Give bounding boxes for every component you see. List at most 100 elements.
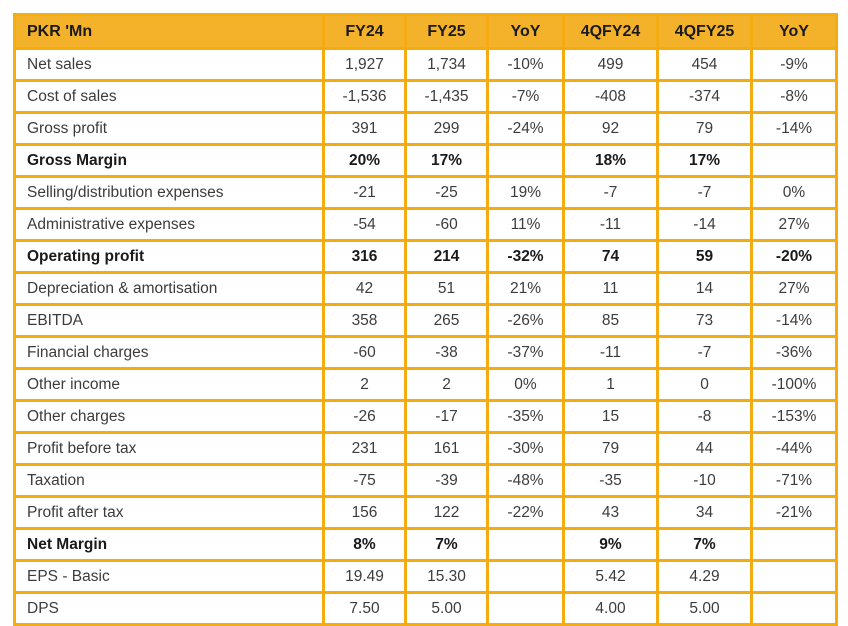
value-cell: -60 — [404, 207, 489, 242]
value-cell: -14 — [656, 207, 753, 242]
row-label: Other income — [13, 367, 325, 402]
value-cell: 214 — [404, 239, 489, 274]
value-cell: -32% — [486, 239, 565, 274]
table-row: Net sales 1,927 1,734 -10% 499 454 -9% — [13, 47, 838, 82]
value-cell: 51 — [404, 271, 489, 306]
value-cell: 0% — [486, 367, 565, 402]
row-label: Profit after tax — [13, 495, 325, 530]
row-label: Taxation — [13, 463, 325, 498]
value-cell: 4.00 — [562, 591, 659, 626]
table-row: EBITDA 358 265 -26% 85 73 -14% — [13, 303, 838, 338]
row-label: Selling/distribution expenses — [13, 175, 325, 210]
value-cell: 18% — [562, 143, 659, 178]
header-cell-4qfy25: 4QFY25 — [656, 13, 753, 50]
value-cell: -26 — [322, 399, 407, 434]
table-row: Gross profit 391 299 -24% 92 79 -14% — [13, 111, 838, 146]
value-cell: -7 — [656, 175, 753, 210]
table-row: Administrative expenses -54 -60 11% -11 -14 27… — [13, 207, 838, 242]
value-cell — [486, 527, 565, 562]
row-label: Administrative expenses — [13, 207, 325, 242]
value-cell: -153% — [750, 399, 838, 434]
row-label: EPS - Basic — [13, 559, 325, 594]
value-cell: 1,927 — [322, 47, 407, 82]
value-cell: 44 — [656, 431, 753, 466]
value-cell: 27% — [750, 207, 838, 242]
value-cell: -30% — [486, 431, 565, 466]
value-cell: -36% — [750, 335, 838, 370]
value-cell: -48% — [486, 463, 565, 498]
value-cell: -44% — [750, 431, 838, 466]
value-cell: 74 — [562, 239, 659, 274]
row-label: Net sales — [13, 47, 325, 82]
value-cell: -21 — [322, 175, 407, 210]
table-body: Net sales 1,927 1,734 -10% 499 454 -9% Cost of … — [13, 47, 838, 626]
table-row: EPS - Basic 19.49 15.30 5.42 4.29 — [13, 559, 838, 594]
header-cell-yoy: YoY — [486, 13, 565, 50]
value-cell: -1,435 — [404, 79, 489, 114]
value-cell: -14% — [750, 111, 838, 146]
value-cell: 34 — [656, 495, 753, 530]
value-cell: 499 — [562, 47, 659, 82]
value-cell: 27% — [750, 271, 838, 306]
table-row: Other income 2 2 0% 1 0 -100% — [13, 367, 838, 402]
value-cell: -7% — [486, 79, 565, 114]
value-cell: 19.49 — [322, 559, 407, 594]
value-cell: 7.50 — [322, 591, 407, 626]
row-label: Operating profit — [13, 239, 325, 274]
value-cell: -38 — [404, 335, 489, 370]
value-cell: -10 — [656, 463, 753, 498]
value-cell: 15 — [562, 399, 659, 434]
value-cell: -39 — [404, 463, 489, 498]
value-cell: -35 — [562, 463, 659, 498]
value-cell: -24% — [486, 111, 565, 146]
value-cell: -7 — [562, 175, 659, 210]
value-cell: 42 — [322, 271, 407, 306]
value-cell: -20% — [750, 239, 838, 274]
header-cell-yoy: YoY — [750, 13, 838, 50]
value-cell: -9% — [750, 47, 838, 82]
value-cell: -408 — [562, 79, 659, 114]
value-cell: 4.29 — [656, 559, 753, 594]
value-cell: -8 — [656, 399, 753, 434]
row-label: EBITDA — [13, 303, 325, 338]
value-cell — [486, 559, 565, 594]
value-cell: 358 — [322, 303, 407, 338]
table-row: Selling/distribution expenses -21 -25 19% -7… — [13, 175, 838, 210]
table-row: Cost of sales -1,536 -1,435 -7% -408 -374 -8% — [13, 79, 838, 114]
value-cell: 8% — [322, 527, 407, 562]
value-cell — [486, 143, 565, 178]
table-row: Profit before tax 231 161 -30% 79 44 -44% — [13, 431, 838, 466]
header-cell-fy24: FY24 — [322, 13, 407, 50]
value-cell: 9% — [562, 527, 659, 562]
financial-results-table: PKR 'Mn FY24 FY25 YoY 4QFY24 4QFY25 YoY Net sa… — [13, 13, 838, 626]
value-cell: -25 — [404, 175, 489, 210]
value-cell: -37% — [486, 335, 565, 370]
table-row: Other charges -26 -17 -35% 15 -8 -153% — [13, 399, 838, 434]
value-cell: -14% — [750, 303, 838, 338]
value-cell: 5.00 — [656, 591, 753, 626]
row-label: Cost of sales — [13, 79, 325, 114]
table-row: Net Margin 8% 7% 9% 7% — [13, 527, 838, 562]
table-row: Depreciation & amortisation 42 51 21% 11 14 27… — [13, 271, 838, 306]
value-cell: 299 — [404, 111, 489, 146]
value-cell: 316 — [322, 239, 407, 274]
row-label: Depreciation & amortisation — [13, 271, 325, 306]
table-row: Profit after tax 156 122 -22% 43 34 -21% — [13, 495, 838, 530]
value-cell: 2 — [322, 367, 407, 402]
value-cell — [750, 143, 838, 178]
value-cell: -8% — [750, 79, 838, 114]
value-cell: 5.00 — [404, 591, 489, 626]
row-label: Other charges — [13, 399, 325, 434]
value-cell — [750, 527, 838, 562]
value-cell: 391 — [322, 111, 407, 146]
value-cell: -1,536 — [322, 79, 407, 114]
value-cell — [750, 559, 838, 594]
value-cell: 59 — [656, 239, 753, 274]
value-cell: 14 — [656, 271, 753, 306]
row-label: Gross profit — [13, 111, 325, 146]
value-cell: 21% — [486, 271, 565, 306]
value-cell: 79 — [656, 111, 753, 146]
value-cell: 19% — [486, 175, 565, 210]
value-cell: 7% — [404, 527, 489, 562]
